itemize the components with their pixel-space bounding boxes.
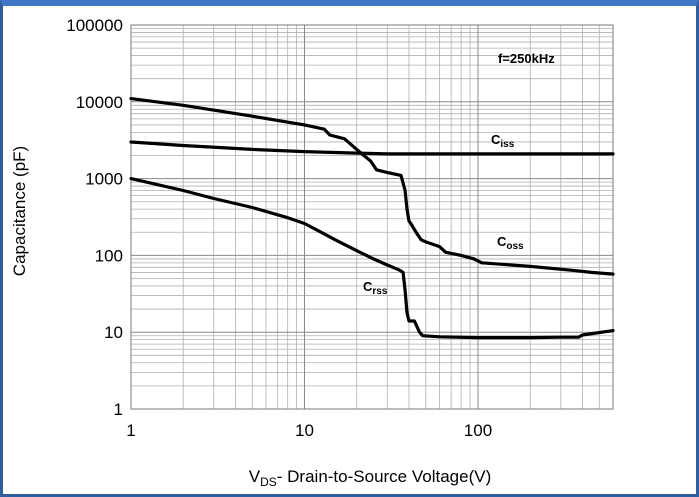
coss-label: Coss bbox=[497, 234, 524, 252]
x-tick-label: 1 bbox=[126, 421, 135, 440]
x-tick-labels: 1 10 100 bbox=[126, 421, 492, 440]
y-tick-label: 10000 bbox=[76, 93, 123, 112]
series-line-ciss bbox=[131, 142, 613, 154]
x-tick-label: 100 bbox=[464, 421, 492, 440]
crss-label: Crss bbox=[363, 279, 388, 297]
ciss-label: Ciss bbox=[491, 132, 515, 150]
y-tick-label: 1000 bbox=[85, 170, 123, 189]
capacitance-chart: 1 10 100 1000 10000 100000 1 10 100 f=250kHz Ci… bbox=[3, 6, 696, 494]
grid-minor bbox=[131, 25, 613, 409]
curves bbox=[131, 99, 613, 338]
y-tick-label: 100 bbox=[95, 246, 123, 265]
series-line-crss bbox=[131, 179, 613, 338]
grid-major bbox=[131, 25, 613, 409]
x-axis-title: VDS- Drain-to-Source Voltage(V) bbox=[249, 467, 492, 489]
y-tick-label: 100000 bbox=[66, 16, 123, 35]
x-tick-label: 10 bbox=[295, 421, 314, 440]
y-tick-labels: 1 10 100 1000 10000 100000 bbox=[66, 16, 123, 419]
y-tick-label: 1 bbox=[114, 400, 123, 419]
frequency-annotation: f=250kHz bbox=[498, 51, 555, 66]
y-tick-label: 10 bbox=[104, 323, 123, 342]
plot-border bbox=[131, 25, 613, 409]
y-axis-title: Capacitance (pF) bbox=[10, 146, 29, 276]
